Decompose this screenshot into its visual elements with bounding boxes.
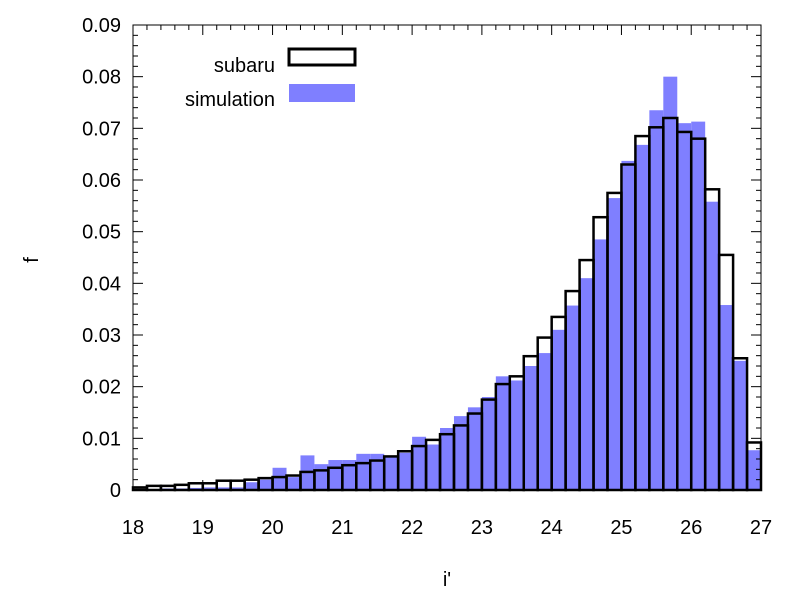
y-tick-label: 0.07 bbox=[82, 118, 121, 140]
simulation-bar bbox=[342, 460, 357, 490]
simulation-bar bbox=[537, 353, 552, 490]
simulation-bar bbox=[244, 482, 259, 490]
simulation-bar bbox=[579, 278, 594, 490]
simulation-bar bbox=[356, 453, 371, 490]
simulation-bar bbox=[467, 407, 482, 490]
x-axis-title: i' bbox=[443, 569, 451, 591]
y-tick-label: 0.05 bbox=[82, 222, 121, 244]
y-tick-label: 0.04 bbox=[82, 273, 121, 295]
simulation-bar bbox=[370, 453, 385, 490]
simulation-bar bbox=[481, 397, 496, 490]
simulation-bar bbox=[314, 464, 329, 490]
legend-label-subaru: subaru bbox=[214, 55, 275, 77]
simulation-bar bbox=[733, 360, 748, 490]
simulation-bar bbox=[635, 144, 650, 490]
simulation-bar bbox=[523, 366, 538, 490]
x-tick-label: 25 bbox=[610, 517, 632, 539]
x-tick-label: 21 bbox=[331, 517, 353, 539]
x-tick-label: 27 bbox=[750, 517, 772, 539]
simulation-bar bbox=[719, 305, 734, 490]
y-tick-label: 0.03 bbox=[82, 325, 121, 347]
y-axis-ticks: 0 0.01 0.02 0.03 0.04 0.05 0.06 0.07 0.08 0.09 bbox=[82, 15, 761, 502]
simulation-bar bbox=[328, 460, 343, 490]
simulation-bar bbox=[509, 380, 524, 490]
x-axis-ticks: 18 19 20 21 22 23 24 25 26 27 bbox=[122, 25, 772, 539]
simulation-bar bbox=[607, 198, 622, 490]
simulation-bar bbox=[398, 452, 413, 490]
x-tick-label: 26 bbox=[680, 517, 702, 539]
x-tick-label: 20 bbox=[261, 517, 283, 539]
simulation-bar bbox=[565, 305, 580, 490]
simulation-bar bbox=[677, 123, 692, 491]
simulation-bar bbox=[747, 450, 761, 490]
legend: subaru simulation bbox=[185, 47, 357, 111]
x-tick-label: 23 bbox=[471, 517, 493, 539]
simulation-bar bbox=[272, 467, 287, 490]
simulation-bar bbox=[426, 444, 441, 490]
simulation-bar bbox=[495, 376, 510, 490]
simulation-bars bbox=[133, 76, 761, 491]
simulation-bar bbox=[649, 110, 664, 490]
x-tick-label: 22 bbox=[401, 517, 423, 539]
legend-label-simulation: simulation bbox=[185, 89, 275, 111]
simulation-bar bbox=[691, 121, 706, 491]
simulation-bar bbox=[593, 239, 608, 490]
simulation-bar bbox=[412, 436, 427, 490]
plot-frame bbox=[132, 24, 762, 491]
simulation-bar bbox=[453, 416, 468, 490]
x-tick-label: 24 bbox=[541, 517, 563, 539]
x-tick-label: 18 bbox=[122, 517, 144, 539]
legend-swatch-subaru bbox=[287, 47, 357, 67]
y-tick-label: 0.06 bbox=[82, 170, 121, 192]
simulation-bar bbox=[216, 487, 231, 490]
simulation-bar bbox=[286, 477, 301, 490]
simulation-bar bbox=[440, 428, 454, 490]
y-tick-label: 0.09 bbox=[82, 15, 121, 37]
y-tick-label: 0.01 bbox=[82, 428, 121, 450]
simulation-bar bbox=[621, 160, 636, 490]
simulation-bar bbox=[705, 201, 720, 490]
legend-swatch-simulation bbox=[289, 84, 355, 102]
y-axis-title: f bbox=[21, 257, 43, 263]
simulation-bar bbox=[230, 487, 245, 490]
simulation-bar bbox=[202, 487, 217, 490]
y-tick-label: 0.02 bbox=[82, 377, 121, 399]
y-tick-label: 0 bbox=[110, 480, 121, 502]
x-tick-label: 19 bbox=[192, 517, 214, 539]
simulation-bar bbox=[551, 329, 566, 490]
y-tick-label: 0.08 bbox=[82, 67, 121, 89]
simulation-bar bbox=[663, 76, 678, 491]
simulation-bar bbox=[384, 456, 399, 490]
simulation-bar bbox=[258, 479, 273, 490]
